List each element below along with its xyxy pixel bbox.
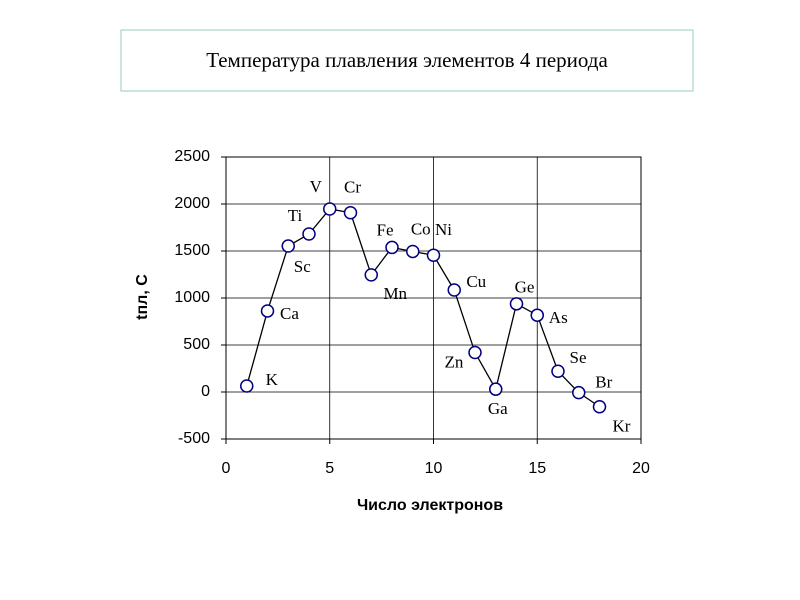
chart-title: Температура плавления элементов 4 период… xyxy=(206,48,608,72)
marker xyxy=(343,205,358,220)
marker xyxy=(260,304,275,318)
marker xyxy=(426,248,441,262)
y-tick-label: 1000 xyxy=(174,289,210,306)
point-label: K xyxy=(266,370,279,389)
x-tick-label: 15 xyxy=(528,460,546,477)
x-tick-label: 20 xyxy=(632,460,650,477)
y-tick-label: 2500 xyxy=(174,148,210,165)
point-label: As xyxy=(549,308,568,327)
point-label: Kr xyxy=(613,417,631,436)
marker xyxy=(572,385,586,400)
marker xyxy=(447,283,461,297)
point-label: Se xyxy=(570,348,587,367)
marker xyxy=(364,268,378,282)
y-tick-label: 2000 xyxy=(174,195,210,212)
marker xyxy=(551,364,565,378)
point-label: Sc xyxy=(294,257,311,276)
y-tick-label: -500 xyxy=(178,430,210,447)
x-axis-label: Число электронов xyxy=(357,497,503,514)
marker xyxy=(240,379,254,393)
point-label: V xyxy=(310,177,323,196)
marker xyxy=(530,308,544,322)
point-label: Cr xyxy=(344,178,361,197)
point-label: Ca xyxy=(280,304,299,323)
marker xyxy=(302,227,316,241)
marker xyxy=(323,202,337,216)
point-label: Ni xyxy=(435,220,452,239)
point-label: Ti xyxy=(288,206,303,225)
point-label: Zn xyxy=(445,352,464,371)
point-label: Br xyxy=(595,373,612,392)
marker xyxy=(592,400,607,414)
title-box xyxy=(120,29,694,92)
y-tick-label: 0 xyxy=(201,383,210,400)
x-tick-label: 0 xyxy=(222,460,231,477)
x-tick-label: 10 xyxy=(425,460,443,477)
point-label: Mn xyxy=(383,284,407,303)
point-label: Co xyxy=(411,219,431,238)
marker xyxy=(509,297,524,311)
point-label: Ge xyxy=(515,278,535,297)
marker xyxy=(489,382,503,396)
marker xyxy=(385,240,399,255)
point-label: Ga xyxy=(488,399,508,418)
marker xyxy=(468,345,482,360)
point-label: Fe xyxy=(377,220,394,239)
marker xyxy=(281,239,295,253)
data-line xyxy=(246,208,600,408)
plot-border xyxy=(225,156,642,440)
point-label: Cu xyxy=(466,272,486,291)
x-tick-label: 5 xyxy=(325,460,334,477)
y-tick-label: 1500 xyxy=(174,242,210,259)
y-axis-label: tпл, С xyxy=(134,274,151,320)
marker xyxy=(406,244,420,259)
y-tick-label: 500 xyxy=(183,336,210,353)
